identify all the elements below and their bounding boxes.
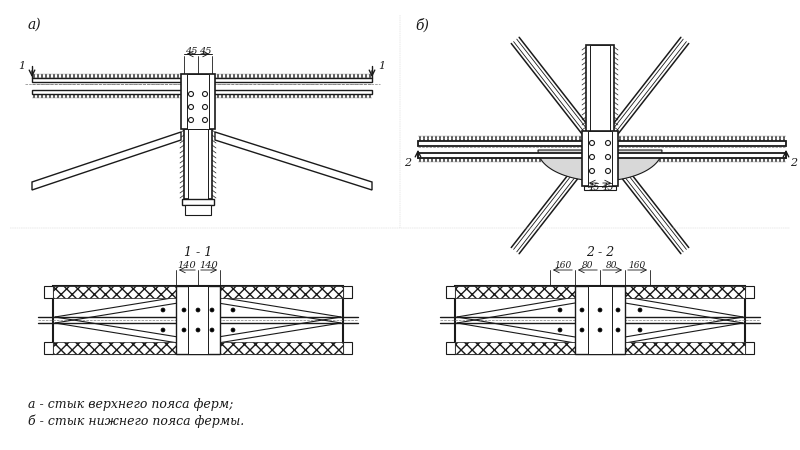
- Circle shape: [202, 104, 207, 109]
- Bar: [188, 129, 208, 199]
- Circle shape: [606, 140, 610, 145]
- Circle shape: [558, 308, 562, 312]
- Text: а - стык верхнего пояса ферм;: а - стык верхнего пояса ферм;: [28, 398, 234, 411]
- Bar: [176, 286, 220, 354]
- Bar: [446, 286, 455, 298]
- Circle shape: [161, 308, 165, 312]
- Bar: [184, 129, 212, 199]
- Circle shape: [616, 328, 620, 332]
- Circle shape: [202, 117, 207, 122]
- Circle shape: [558, 328, 562, 332]
- Bar: [343, 286, 352, 298]
- Text: 1 - 1: 1 - 1: [184, 247, 212, 260]
- Text: 80: 80: [606, 261, 618, 270]
- Bar: [185, 205, 211, 215]
- Text: б - стык нижнего пояса фермы.: б - стык нижнего пояса фермы.: [28, 415, 244, 428]
- Circle shape: [616, 308, 620, 312]
- Bar: [181, 74, 215, 129]
- Circle shape: [638, 328, 642, 332]
- Circle shape: [231, 328, 235, 332]
- Text: 160: 160: [628, 261, 646, 270]
- Bar: [588, 286, 612, 354]
- Text: 45: 45: [198, 46, 211, 55]
- Circle shape: [182, 308, 186, 312]
- Circle shape: [580, 328, 584, 332]
- Text: 45: 45: [586, 184, 599, 193]
- Circle shape: [606, 168, 610, 174]
- Bar: [32, 90, 372, 94]
- Text: 2: 2: [405, 158, 411, 168]
- Text: 45: 45: [185, 46, 198, 55]
- Circle shape: [590, 154, 594, 159]
- Circle shape: [210, 308, 214, 312]
- Bar: [588, 131, 612, 186]
- Circle shape: [189, 104, 194, 109]
- Text: 80: 80: [582, 261, 594, 270]
- Bar: [53, 286, 343, 298]
- Text: 140: 140: [178, 261, 196, 270]
- Circle shape: [196, 328, 200, 332]
- Bar: [590, 45, 610, 141]
- Text: 1: 1: [378, 61, 386, 71]
- Bar: [53, 342, 343, 354]
- Bar: [446, 342, 455, 354]
- Bar: [582, 131, 618, 186]
- Circle shape: [580, 308, 584, 312]
- Bar: [53, 286, 343, 354]
- Bar: [745, 342, 754, 354]
- Circle shape: [202, 91, 207, 96]
- Polygon shape: [538, 150, 662, 181]
- Circle shape: [590, 168, 594, 174]
- Circle shape: [231, 308, 235, 312]
- Text: 2 - 2: 2 - 2: [586, 247, 614, 260]
- Bar: [575, 286, 625, 354]
- Circle shape: [189, 117, 194, 122]
- Circle shape: [638, 308, 642, 312]
- Bar: [188, 286, 208, 354]
- Text: 1: 1: [18, 61, 26, 71]
- Bar: [745, 286, 754, 298]
- Polygon shape: [32, 132, 181, 190]
- Bar: [32, 78, 372, 82]
- Bar: [455, 342, 745, 354]
- Circle shape: [590, 140, 594, 145]
- Bar: [455, 286, 745, 354]
- Bar: [586, 45, 614, 141]
- Text: 140: 140: [200, 261, 218, 270]
- Bar: [44, 286, 53, 298]
- Text: 2: 2: [790, 158, 798, 168]
- Bar: [187, 74, 209, 129]
- Circle shape: [598, 328, 602, 332]
- Circle shape: [196, 308, 200, 312]
- Bar: [182, 199, 214, 205]
- Bar: [343, 342, 352, 354]
- Polygon shape: [215, 132, 372, 190]
- Bar: [418, 141, 786, 146]
- Circle shape: [210, 328, 214, 332]
- Text: 45: 45: [601, 184, 614, 193]
- Circle shape: [161, 328, 165, 332]
- Text: а): а): [28, 18, 42, 32]
- Bar: [44, 342, 53, 354]
- Circle shape: [598, 308, 602, 312]
- Circle shape: [182, 328, 186, 332]
- Text: б): б): [415, 18, 429, 32]
- Circle shape: [606, 154, 610, 159]
- Bar: [455, 286, 745, 298]
- Circle shape: [189, 91, 194, 96]
- Bar: [584, 186, 616, 190]
- Bar: [418, 153, 786, 158]
- Text: 160: 160: [554, 261, 572, 270]
